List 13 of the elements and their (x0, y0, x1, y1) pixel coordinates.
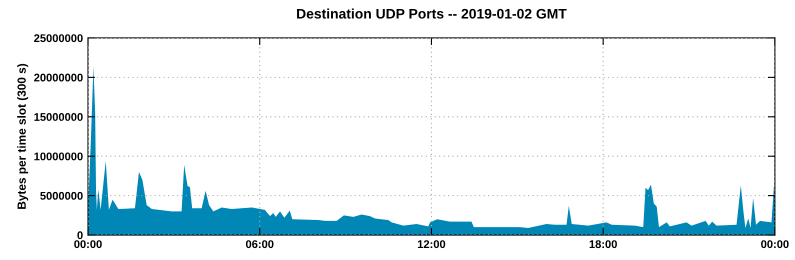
x-tick-label: 00:00 (74, 240, 102, 248)
y-tick-label: 10000000 (34, 152, 83, 160)
chart-title: Destination UDP Ports -- 2019-01-02 GMT (297, 8, 567, 19)
x-tick-label: 00:00 (761, 240, 789, 248)
y-tick-label: 20000000 (34, 74, 83, 82)
x-tick-label: 12:00 (418, 240, 446, 248)
y-tick-label: 0 (77, 231, 83, 240)
x-tick-label: 06:00 (246, 240, 274, 248)
y-tick-label: 15000000 (34, 113, 83, 121)
y-axis-title: Bytes per time slot (300 s) (17, 64, 28, 209)
y-tick-label: 5000000 (40, 192, 83, 200)
y-tick-label: 25000000 (34, 34, 83, 42)
x-tick-label: 18:00 (590, 240, 617, 248)
